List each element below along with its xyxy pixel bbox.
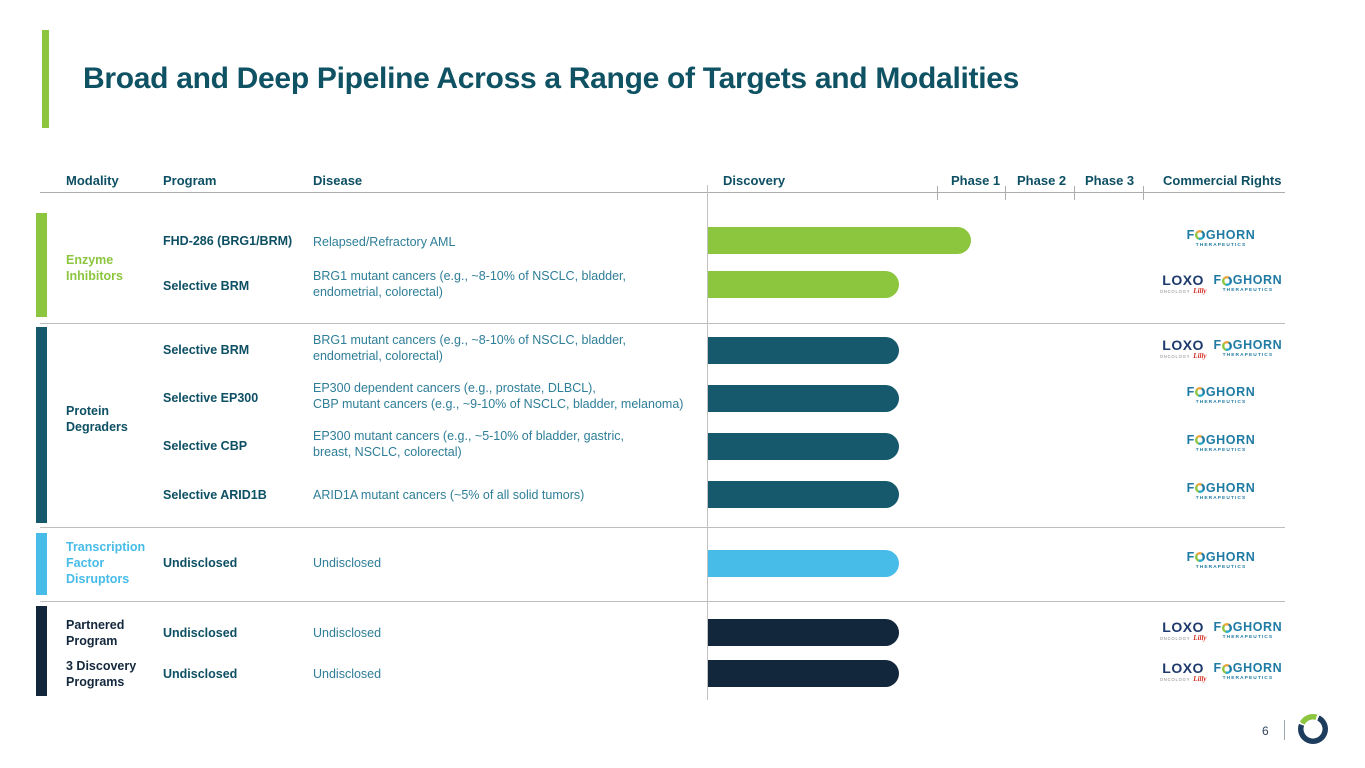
phase-tick xyxy=(937,186,938,200)
header-underline xyxy=(40,192,1285,193)
foghorn-logo: F GHORN THERAPEUTICS xyxy=(1213,273,1283,293)
foghorn-ring-icon xyxy=(1195,435,1206,446)
disease-text: Undisclosed xyxy=(313,626,382,640)
pipeline-bar xyxy=(708,481,899,508)
modality-label: Enzyme Inhibitors xyxy=(66,253,123,283)
title-accent-bar xyxy=(42,30,49,128)
group-transcription-factor-disruptors: Transcription Factor Disruptors Undisclo… xyxy=(0,532,1365,596)
foghorn-ring-icon xyxy=(1222,340,1233,351)
pipeline-bar xyxy=(708,660,899,687)
lilly-logo: Lilly xyxy=(1193,287,1207,295)
foghorn-ring-icon xyxy=(1195,387,1206,398)
program-name: Selective BRM xyxy=(163,343,250,357)
foghorn-ring-icon xyxy=(1222,275,1233,286)
loxo-logo: LOXO ONCOLOGY Lilly xyxy=(1159,619,1207,642)
group-ribbon xyxy=(36,533,47,595)
group-ribbon xyxy=(36,327,47,523)
page-number: 6 xyxy=(1262,724,1269,738)
col-header-disease: Disease xyxy=(313,173,363,188)
col-header-phase1: Phase 1 xyxy=(951,173,1001,188)
foghorn-logo: F GHORN THERAPEUTICS xyxy=(1186,550,1256,570)
col-header-phase3: Phase 3 xyxy=(1085,173,1135,188)
foghorn-logo: F GHORN THERAPEUTICS xyxy=(1186,481,1256,501)
lilly-logo: Lilly xyxy=(1193,634,1207,642)
commercial-rights-cell: F GHORN THERAPEUTICS xyxy=(1150,229,1292,248)
loxo-logo: LOXO ONCOLOGY Lilly xyxy=(1159,337,1207,360)
pipeline-bar xyxy=(708,619,899,646)
group-ribbon xyxy=(36,213,47,317)
foghorn-ring-icon xyxy=(1222,622,1233,633)
group-partnered-discovery: Partnered Program Undisclosed Undisclose… xyxy=(0,605,1365,697)
commercial-rights-cell: LOXO ONCOLOGY Lilly F GHORN THERAPEUTICS xyxy=(1150,620,1292,642)
lilly-logo: Lilly xyxy=(1193,352,1207,360)
group-separator xyxy=(40,601,1285,602)
group-separator xyxy=(40,323,1285,324)
phase-tick xyxy=(1074,186,1075,200)
footer-divider xyxy=(1284,720,1285,740)
disease-text: BRG1 mutant cancers (e.g., ~8-10% of NSC… xyxy=(313,269,627,299)
commercial-rights-cell: F GHORN THERAPEUTICS xyxy=(1150,386,1292,405)
foghorn-logo: F GHORN THERAPEUTICS xyxy=(1213,338,1283,358)
commercial-rights-cell: F GHORN THERAPEUTICS xyxy=(1150,551,1292,570)
group-enzyme-inhibitors: Enzyme Inhibitors FHD-286 (BRG1/BRM) Rel… xyxy=(0,212,1365,318)
foghorn-logo: F GHORN THERAPEUTICS xyxy=(1186,228,1256,248)
pipeline-bar xyxy=(708,385,899,412)
modality-label: Transcription Factor Disruptors xyxy=(66,540,146,586)
foghorn-ring-icon xyxy=(1222,663,1233,674)
disease-text: ARID1A mutant cancers (~5% of all solid … xyxy=(313,488,585,502)
commercial-rights-cell: LOXO ONCOLOGY Lilly F GHORN THERAPEUTICS xyxy=(1150,661,1292,683)
loxo-logo: LOXO ONCOLOGY Lilly xyxy=(1159,272,1207,295)
commercial-rights-cell: F GHORN THERAPEUTICS xyxy=(1150,482,1292,501)
disease-text: Relapsed/Refractory AML xyxy=(313,235,456,249)
col-header-commercial-rights: Commercial Rights xyxy=(1163,173,1282,188)
program-name: Selective BRM xyxy=(163,279,250,293)
foghorn-logo: F GHORN THERAPEUTICS xyxy=(1186,433,1256,453)
pipeline-bar xyxy=(708,550,899,577)
col-header-phase2: Phase 2 xyxy=(1017,173,1067,188)
program-name: Undisclosed xyxy=(163,667,238,681)
foghorn-ring-icon xyxy=(1195,230,1206,241)
phase-tick xyxy=(1143,186,1144,200)
program-name: Selective ARID1B xyxy=(163,488,267,502)
col-header-modality: Modality xyxy=(66,173,119,188)
disease-text: Undisclosed xyxy=(313,667,382,681)
program-name: FHD-286 (BRG1/BRM) xyxy=(163,234,293,248)
pipeline-bar xyxy=(708,271,899,298)
group-ribbon xyxy=(36,606,47,696)
disease-text: EP300 mutant cancers (e.g., ~5-10% of bl… xyxy=(313,429,624,459)
group-separator xyxy=(40,527,1285,528)
foghorn-ring-icon xyxy=(1195,483,1206,494)
modality-label: Protein Degraders xyxy=(66,404,128,434)
commercial-rights-cell: LOXO ONCOLOGY Lilly F GHORN THERAPEUTICS xyxy=(1150,273,1292,295)
col-header-discovery: Discovery xyxy=(723,173,786,188)
foghorn-mark-icon xyxy=(1298,714,1328,744)
disease-text: BRG1 mutant cancers (e.g., ~8-10% of NSC… xyxy=(313,333,627,363)
foghorn-logo: F GHORN THERAPEUTICS xyxy=(1186,385,1256,405)
foghorn-logo: F GHORN THERAPEUTICS xyxy=(1213,620,1283,640)
foghorn-logo: F GHORN THERAPEUTICS xyxy=(1213,661,1283,681)
foghorn-ring-icon xyxy=(1195,552,1206,563)
program-name: Undisclosed xyxy=(163,556,238,570)
program-name: Undisclosed xyxy=(163,626,238,640)
pipeline-bar xyxy=(708,433,899,460)
discovery-column-divider xyxy=(707,185,708,700)
program-name: Selective EP300 xyxy=(163,391,259,405)
disease-text: Undisclosed xyxy=(313,556,382,570)
col-header-program: Program xyxy=(163,173,217,188)
phase-tick xyxy=(1005,186,1006,200)
disease-text: EP300 dependent cancers (e.g., prostate,… xyxy=(313,381,684,411)
pipeline-bar xyxy=(708,337,899,364)
page-title: Broad and Deep Pipeline Across a Range o… xyxy=(83,62,1020,95)
modality-label: 3 Discovery Programs xyxy=(66,659,137,689)
commercial-rights-cell: LOXO ONCOLOGY Lilly F GHORN THERAPEUTICS xyxy=(1150,338,1292,360)
loxo-logo: LOXO ONCOLOGY Lilly xyxy=(1159,660,1207,683)
pipeline-bar xyxy=(708,227,971,254)
commercial-rights-cell: F GHORN THERAPEUTICS xyxy=(1150,434,1292,453)
program-name: Selective CBP xyxy=(163,439,248,453)
modality-label: Partnered Program xyxy=(66,618,125,648)
group-protein-degraders: Protein Degraders Selective BRM BRG1 mut… xyxy=(0,327,1365,523)
lilly-logo: Lilly xyxy=(1193,675,1207,683)
